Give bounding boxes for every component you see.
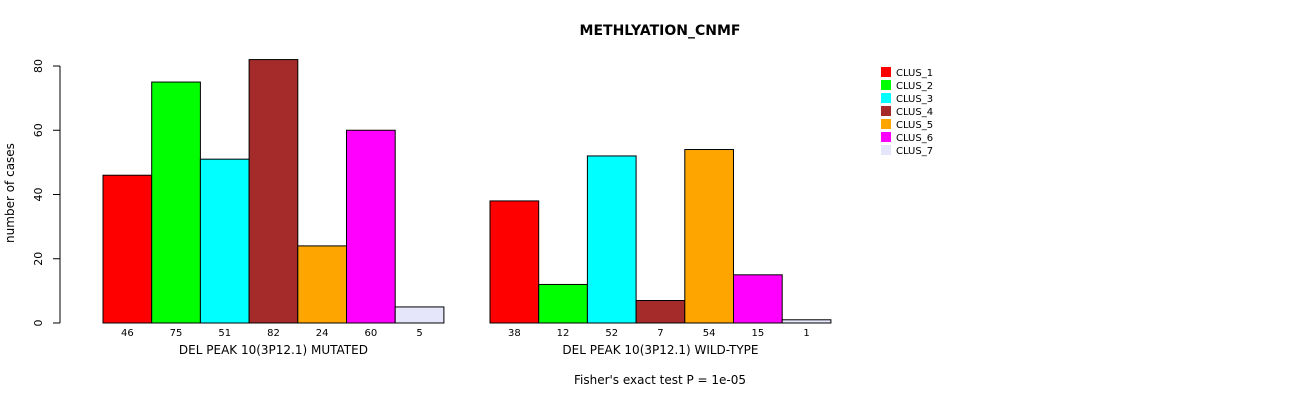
legend-swatch: [881, 80, 891, 90]
bar-count-label: 15: [751, 328, 764, 339]
bar: [151, 81, 201, 324]
bar-count-label: 46: [121, 328, 134, 339]
bar-count-label: 82: [267, 328, 280, 339]
bar-count-label: 51: [218, 328, 231, 339]
legend-swatch: [881, 132, 891, 142]
bar-count-label: 52: [605, 328, 618, 339]
bar: [394, 306, 445, 324]
bar: [538, 283, 588, 324]
y-axis-label: number of cases: [3, 143, 17, 243]
bar-count-label: 1: [803, 328, 809, 339]
legend-swatch: [881, 106, 891, 116]
bar: [346, 129, 396, 324]
bar-count-label: 38: [508, 328, 521, 339]
bar-count-label: 5: [416, 328, 422, 339]
y-tick-label: 0: [32, 320, 45, 327]
bars: 46 75 51 82 24 60 5 DEL PEAK 10(3P12.1) MUTATED…: [102, 59, 832, 357]
bar-count-label: 24: [316, 328, 329, 339]
y-tick-label: 60: [32, 123, 45, 137]
group-label: DEL PEAK 10(3P12.1) MUTATED: [179, 343, 368, 357]
legend-entry: CLUS_3: [896, 94, 933, 105]
bar: [199, 158, 250, 324]
bar: [733, 274, 783, 324]
legend-entry: CLUS_7: [896, 146, 933, 157]
legend-swatch: [881, 119, 891, 129]
bar-count-label: 75: [170, 328, 183, 339]
bar-count-label: 7: [657, 328, 663, 339]
legend-entry: CLUS_2: [896, 81, 933, 92]
legend-entry: CLUS_6: [896, 133, 933, 144]
group-label: DEL PEAK 10(3P12.1) WILD-TYPE: [562, 343, 758, 357]
legend-entry: CLUS_5: [896, 120, 933, 131]
legend-entry: CLUS_4: [896, 107, 933, 118]
legend-swatch: [881, 145, 891, 155]
bar: [248, 59, 299, 324]
y-tick-label: 40: [32, 188, 45, 202]
bar-count-label: 12: [557, 328, 570, 339]
bar-count-label: 54: [703, 328, 716, 339]
bar: [297, 245, 347, 324]
y-tick-label: 20: [32, 252, 45, 266]
bar: [684, 149, 734, 324]
bar-count-label: 60: [364, 328, 377, 339]
bar: [489, 200, 540, 324]
legend: CLUS_1 CLUS_2 CLUS_3 CLUS_4 CLUS_5 CLUS_6 CLUS…: [881, 67, 933, 157]
legend-swatch: [881, 93, 891, 103]
fisher-test-footnote: Fisher's exact test P = 1e-05: [574, 373, 746, 387]
legend-entry: CLUS_1: [896, 68, 933, 79]
bar: [102, 174, 153, 324]
legend-swatch: [881, 67, 891, 77]
y-axis: 0 20 40 60 80: [32, 59, 61, 327]
bar: [781, 319, 832, 324]
y-tick-label: 80: [32, 59, 45, 73]
bar: [635, 300, 686, 324]
chart-title: METHLYATION_CNMF: [580, 23, 741, 39]
bar: [586, 155, 637, 324]
